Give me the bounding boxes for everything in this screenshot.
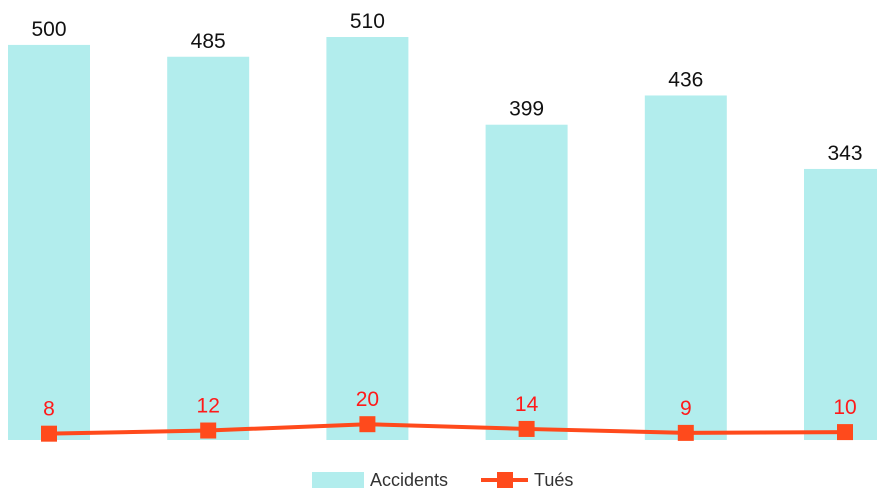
tues-marker-1 [41, 425, 57, 442]
accidents-value-label-6: 343 [827, 142, 862, 165]
legend-label-tues: Tués [534, 470, 573, 490]
accidents-bar-2 [167, 56, 250, 440]
tues-line [48, 422, 846, 436]
tues-marker-4 [518, 420, 535, 437]
tues-value-label-5: 9 [680, 397, 692, 420]
accidents-bars [8, 37, 877, 440]
accidents-bar-4 [485, 124, 568, 440]
tues-marker-5 [677, 424, 694, 441]
accidents-bar-5 [644, 95, 727, 440]
tues-marker-2 [200, 422, 217, 439]
accidents-bar-1 [8, 44, 90, 440]
tues-data-labels: 8 12 20 14 9 10 [43, 388, 857, 420]
accidents-value-label-1: 500 [31, 18, 66, 41]
accidents-value-label-2: 485 [191, 30, 226, 53]
legend-swatch-tues-marker [497, 472, 513, 488]
tues-marker-6 [837, 424, 853, 441]
accidents-bar-6 [804, 168, 877, 440]
legend: Accidents Tués [312, 470, 573, 490]
accidents-value-label-5: 436 [668, 68, 703, 91]
accidents-bar-3 [326, 37, 409, 440]
tues-value-label-4: 14 [515, 393, 539, 416]
accidents-value-label-3: 510 [350, 10, 385, 33]
legend-swatch-accidents [312, 472, 364, 488]
tues-value-label-1: 8 [43, 398, 55, 421]
tues-line-series [41, 416, 853, 442]
accidents-value-label-4: 399 [509, 98, 544, 121]
tues-value-label-6: 10 [833, 396, 856, 419]
tues-marker-3 [359, 416, 376, 433]
tues-value-label-3: 20 [356, 388, 379, 411]
legend-label-accidents: Accidents [370, 470, 448, 490]
accidents-data-labels: 500 485 510 399 436 343 [31, 10, 862, 165]
tues-value-label-2: 12 [197, 395, 220, 418]
